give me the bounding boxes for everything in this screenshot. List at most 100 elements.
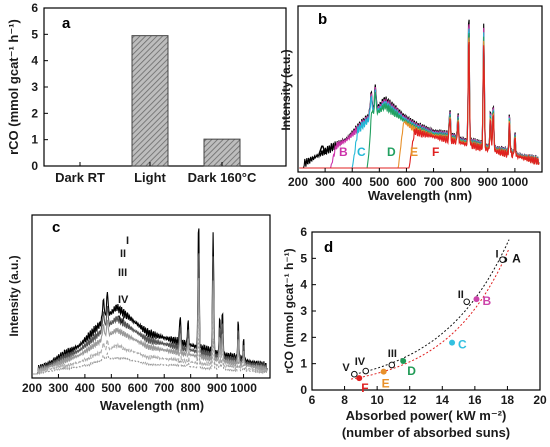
panel-d-xlabel: Absorbed power( kW m⁻²) (346, 408, 507, 423)
panel-d-xtick-label: 14 (436, 393, 450, 407)
panel-b-ylabel: Intensity (a.u.) (279, 49, 293, 130)
panel-b-xlabel: Wavelength (nm) (368, 188, 472, 203)
panel-d-point-C (449, 339, 456, 346)
panel-d-point-label: A (512, 252, 521, 266)
panel-d-point-B (473, 296, 480, 303)
panel-d-point-label: IV (355, 356, 366, 368)
panel-a-bar (131, 35, 169, 167)
panel-c-series-IV (33, 312, 268, 376)
panel-b-xtick-label: 500 (369, 175, 389, 189)
panel-b-series-label: C (357, 145, 366, 159)
panel-d-ytick-label: 0 (300, 383, 307, 397)
panel-c-series-V (33, 335, 268, 376)
panel-b-xtick-label: 900 (478, 175, 498, 189)
panel-a-ytick-label: 1 (31, 133, 38, 147)
panel-d-point-label: E (382, 377, 390, 391)
panel-d-ytick-label: 4 (300, 278, 307, 292)
panel-a-ytick-label: 3 (31, 80, 38, 94)
panel-d-point-II (463, 298, 471, 306)
panel-b-series-label: B (339, 145, 348, 159)
panel-d-xtick-label: 6 (309, 393, 316, 407)
panel-c-xtick-label: 200 (22, 381, 42, 395)
panel-a-xtick-label: Dark RT (55, 170, 105, 185)
panel-a-xtick-label: Light (134, 170, 166, 185)
panel-b-frame (297, 5, 543, 173)
panel-c-xtick-label: 400 (75, 381, 95, 395)
panel-c-xlabel: Wavelength (nm) (100, 398, 204, 413)
panel-d-point-label: D (407, 364, 416, 378)
panel-c-series-label: IV (118, 294, 129, 306)
panel-a-ytick-label: 2 (31, 106, 38, 120)
panel-c-ylabel: Intensity (a.u.) (7, 255, 21, 336)
panel-d-fit-open (351, 239, 510, 376)
panel-d-xtick-label: 18 (501, 393, 515, 407)
panel-a-xtick-label: Dark 160°C (188, 170, 257, 185)
panel-d-point-label: I (496, 249, 499, 261)
panel-d-ytick-label: 1 (300, 357, 307, 371)
panel-c-series-label: II (120, 248, 126, 260)
panel-b-series-label: F (432, 145, 439, 159)
panel-d-point-I (499, 256, 506, 263)
panel-c-series-label: III (118, 267, 127, 279)
panel-d-ytick-label: 5 (300, 251, 307, 265)
panel-c-xtick-label: 600 (128, 381, 148, 395)
panel-b-xtick-label: 600 (396, 175, 416, 189)
panel-d-point-E (380, 368, 387, 375)
panel-c-series-III (33, 277, 268, 375)
panel-b-xtick-label: 1000 (502, 175, 529, 189)
panel-c-xtick-label: 900 (207, 381, 227, 395)
panel-d-point-F (356, 375, 363, 382)
panel-b-xtick-label: 200 (288, 175, 308, 189)
panel-d-xtick-label: 8 (341, 393, 348, 407)
panel-c-xtick-label: 300 (48, 381, 68, 395)
panel-c-series-I (33, 228, 268, 375)
panel-a-label: a (62, 15, 71, 32)
panel-a-ytick-label: 0 (31, 159, 38, 173)
panel-b-series-label: A (318, 143, 327, 157)
panel-c-xtick-label: 1000 (230, 381, 257, 395)
panel-d-point-IV (362, 367, 370, 375)
panel-c-xtick-label: 500 (101, 381, 121, 395)
panel-c-xtick-label: 700 (154, 381, 174, 395)
panel-d-ylabel: rCO (mmol gcat⁻¹ h⁻¹) (282, 248, 296, 373)
panel-d-point-label: B (482, 294, 491, 308)
panel-c-label: c (52, 219, 60, 236)
panel-d-xtick-label: 10 (370, 393, 384, 407)
panel-d-point-label: III (388, 348, 397, 360)
panel-d-fit-filled (351, 248, 510, 380)
panel-d-xlabel2: (number of absorbed suns) (342, 425, 510, 440)
panel-d-xtick-label: 12 (403, 393, 417, 407)
panel-d-xtick-label: 20 (533, 393, 547, 407)
panel-d-point-III (388, 361, 396, 369)
panel-d-xtick-label: 16 (468, 393, 482, 407)
panel-b-series-F (299, 41, 540, 169)
panel-a: a rCO (mmol gcat⁻¹ h⁻¹) 0 1 2 3 4 5 6 Dark RT L… (6, 1, 287, 185)
panel-c-series-label: V (118, 314, 126, 326)
panel-d-label: d (324, 239, 333, 256)
panel-a-ylabel: rCO (mmol gcat⁻¹ h⁻¹) (6, 19, 21, 155)
panel-b-series-label: D (387, 145, 396, 159)
panel-d-point-D (400, 358, 407, 365)
panel-b-xtick-label: 400 (342, 175, 362, 189)
panel-b-xtick-label: 800 (451, 175, 471, 189)
panel-d-ytick-label: 6 (300, 225, 307, 239)
panel-d-point-label: II (458, 289, 464, 301)
panel-a-ytick-label: 6 (31, 1, 38, 15)
panel-d-ytick-label: 2 (300, 330, 307, 344)
panel-d-ytick-label: 3 (300, 304, 307, 318)
panel-c-series-label: I (126, 235, 129, 247)
panel-d-point-label: V (342, 362, 350, 374)
panel-b-xtick-label: 300 (315, 175, 335, 189)
panel-c-frame (31, 214, 271, 379)
panel-c-xtick-label: 800 (181, 381, 201, 395)
panel-b-series-label: E (410, 145, 418, 159)
panel-a-bar (203, 138, 241, 167)
panel-a-ytick-label: 5 (31, 27, 38, 41)
panel-d-point-label: C (458, 338, 467, 352)
panel-a-ytick-label: 4 (31, 54, 38, 68)
panel-b-series-B (299, 24, 540, 169)
